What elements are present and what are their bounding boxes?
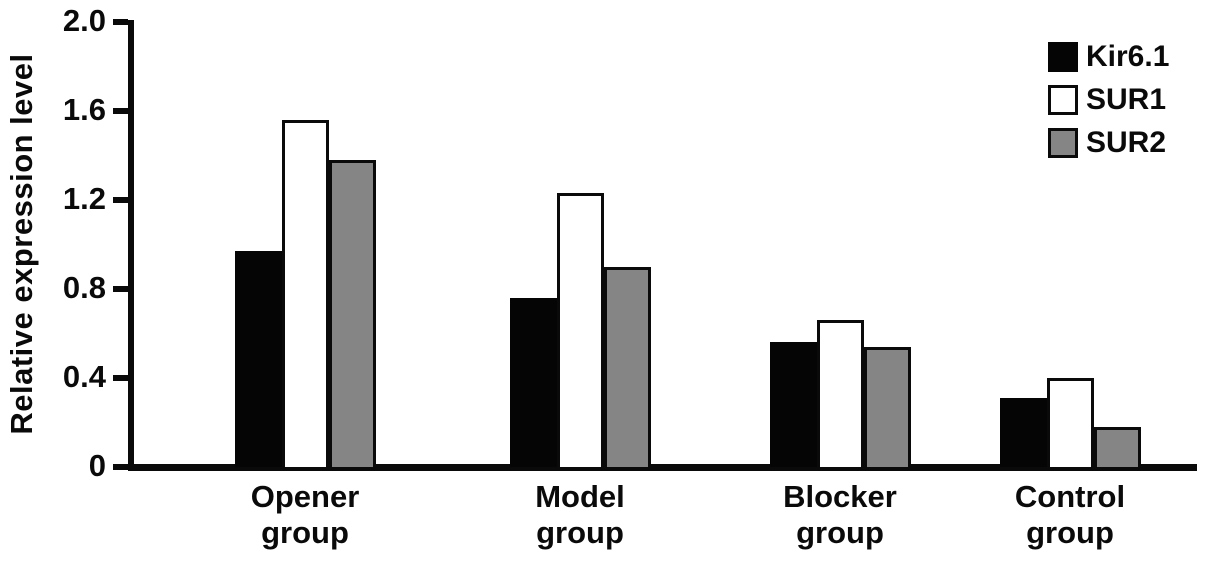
bar-sur2-opener-group — [328, 159, 376, 467]
legend-swatch-icon — [1048, 128, 1078, 158]
bar-kir61-control-group — [999, 398, 1047, 467]
bar-sur1-model-group — [556, 193, 604, 467]
legend-swatch-icon — [1048, 85, 1078, 115]
y-tick — [113, 197, 128, 203]
legend-item-sur2: SUR2 — [1048, 126, 1169, 160]
y-axis-line — [128, 20, 134, 470]
y-tick — [113, 286, 128, 292]
x-tick-label-blocker: Blocker group — [730, 479, 950, 551]
x-tick-label-line: Model — [535, 479, 625, 514]
legend-swatch-icon — [1048, 42, 1078, 72]
y-tick-label: 2.0 — [62, 3, 106, 38]
bar-kir61-blocker-group — [769, 342, 817, 467]
bar-kir61-model-group — [509, 297, 557, 467]
bar-kir61-opener-group — [234, 251, 282, 467]
y-tick-label: 1.2 — [62, 181, 106, 216]
y-tick — [113, 375, 128, 381]
y-tick — [113, 19, 128, 25]
legend-item-kir61: Kir6.1 — [1048, 40, 1169, 74]
x-tick-label-line: group — [261, 515, 349, 550]
legend-label: SUR2 — [1086, 126, 1167, 159]
y-tick — [113, 464, 128, 470]
bar-sur1-opener-group — [281, 119, 329, 467]
x-tick-label-model: Model group — [470, 479, 690, 551]
legend-item-sur1: SUR1 — [1048, 83, 1169, 117]
x-tick-label-line: group — [536, 515, 624, 550]
x-tick-label-line: Control — [1014, 479, 1126, 514]
x-tick-label-line: group — [1026, 515, 1114, 550]
x-tick-label-line: group — [796, 515, 884, 550]
x-tick-label-line: Blocker — [783, 479, 897, 514]
bar-sur1-blocker-group — [816, 320, 864, 467]
x-tick-label-line: Opener — [250, 479, 360, 514]
y-tick-label: 0 — [88, 448, 106, 483]
x-tick-label-opener: Opener group — [195, 479, 415, 551]
y-tick-label: 0.8 — [62, 270, 106, 305]
bar-sur1-control-group — [1046, 378, 1094, 467]
x-axis-line — [128, 464, 1197, 471]
y-tick — [113, 108, 128, 114]
legend-label: Kir6.1 — [1086, 40, 1170, 73]
bar-sur2-model-group — [603, 266, 651, 467]
legend: Kir6.1 SUR1 SUR2 — [1048, 40, 1169, 169]
bar-sur2-control-group — [1093, 426, 1141, 467]
bar-sur2-blocker-group — [863, 346, 911, 467]
x-tick-label-control: Control group — [960, 479, 1180, 551]
legend-label: SUR1 — [1086, 83, 1167, 116]
y-tick-label: 0.4 — [62, 359, 106, 394]
y-tick-label: 1.6 — [62, 92, 106, 127]
